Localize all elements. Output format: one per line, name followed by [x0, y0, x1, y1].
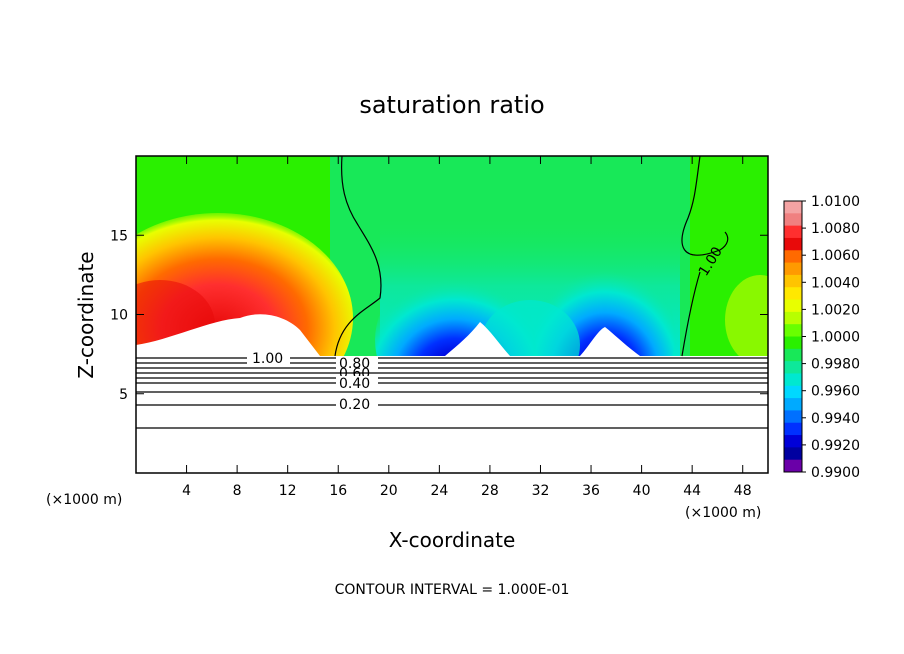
colorbar-segment [784, 447, 802, 461]
colorbar-segment [784, 324, 802, 337]
colorbar-segment [784, 311, 802, 325]
x-tick-label: 24 [430, 483, 448, 499]
x-tick-label: 48 [734, 483, 752, 499]
colorbar-segment [784, 274, 802, 288]
colorbar-segment [784, 262, 802, 276]
y-tick-label: 5 [119, 387, 128, 403]
colorbar-segment [784, 410, 802, 424]
x-tick-label: 28 [481, 483, 499, 499]
contour-lines [136, 155, 768, 429]
colorbar-label: 1.0020 [811, 302, 860, 318]
colorbar-segment [784, 459, 802, 473]
contour-interval-note: CONTOUR INTERVAL = 1.000E-01 [335, 582, 570, 598]
x-axis-ticks: 4 8 12 16 20 24 28 32 36 40 44 48 [182, 156, 752, 499]
y-tick-label: 15 [110, 228, 128, 244]
colorbar-segment [784, 422, 802, 436]
contour-label-0-20: 0.20 [339, 397, 370, 413]
colorbar-segment [784, 373, 802, 387]
x-unit-right: (×1000 m) [685, 505, 761, 521]
contour-label-1-00: 1.00 [252, 351, 283, 367]
x-tick-label: 32 [532, 483, 550, 499]
x-tick-label: 40 [633, 483, 651, 499]
colorbar-segment [784, 361, 802, 374]
y-tick-label: 10 [110, 308, 128, 324]
colorbar-label: 1.0000 [811, 330, 860, 346]
x-tick-label: 12 [279, 483, 297, 499]
colorbar-segment [784, 336, 802, 350]
colorbar-segment [784, 213, 802, 227]
colorbar-label: 1.0040 [811, 275, 860, 291]
contour-labels: 1.00 0.80 0.60 0.40 0.20 1.00 [247, 244, 726, 413]
colorbar-segment [784, 201, 802, 214]
colorbar-segment [784, 287, 802, 301]
x-axis-label: X-coordinate [389, 528, 516, 552]
contour-label-0-80: 0.80 [339, 356, 370, 372]
colorbar-segment [784, 385, 802, 399]
colorbar-segment [784, 435, 802, 448]
x-unit-left: (×1000 m) [46, 492, 122, 508]
x-tick-label: 36 [582, 483, 600, 499]
colorbar-label: 0.9960 [811, 384, 860, 400]
colorbar-segment [784, 348, 802, 362]
contour-label-0-40: 0.40 [339, 376, 370, 392]
x-tick-label: 8 [233, 483, 242, 499]
colorbar-label: 0.9920 [811, 438, 860, 454]
colorbar-segment [784, 398, 802, 411]
colorbar-segment [784, 250, 802, 264]
colorbar-segment [784, 299, 802, 313]
colorbar-label: 1.0080 [811, 221, 860, 237]
colorbar-label: 0.9940 [811, 411, 860, 427]
colorbar-label: 1.0060 [811, 248, 860, 264]
colorbar-label: 1.0100 [811, 194, 860, 210]
heatmap-field [136, 156, 768, 473]
x-tick-label: 16 [329, 483, 347, 499]
colorbar: 1.0100 1.0080 1.0060 1.0040 1.0020 1.0000 0.99… [783, 194, 860, 481]
colorbar-segment [784, 237, 802, 251]
colorbar-label: 0.9900 [811, 465, 860, 481]
colorbar-label: 0.9980 [811, 357, 860, 373]
x-tick-label: 44 [683, 483, 701, 499]
x-tick-label: 4 [182, 483, 191, 499]
y-axis-ticks: 5 10 15 [110, 228, 768, 403]
colorbar-segment [784, 225, 802, 239]
x-tick-label: 20 [380, 483, 398, 499]
chart-title: saturation ratio [359, 91, 544, 119]
y-axis-label: Z-coordinate [74, 251, 98, 378]
